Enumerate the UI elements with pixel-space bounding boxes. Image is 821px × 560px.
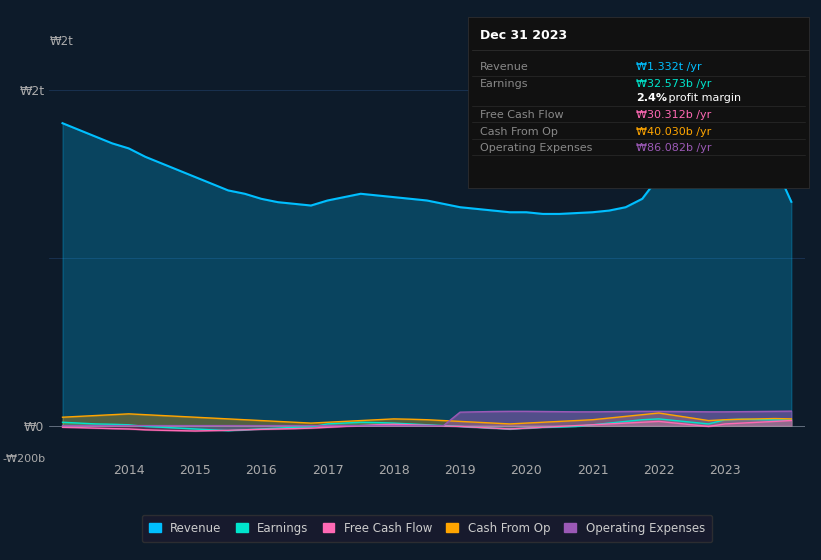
Text: Revenue: Revenue <box>480 62 529 72</box>
Text: Operating Expenses: Operating Expenses <box>480 143 593 153</box>
Text: ₩32.573b /yr: ₩32.573b /yr <box>636 79 712 89</box>
Text: ₩30.312b /yr: ₩30.312b /yr <box>636 110 712 120</box>
Text: ₩2t: ₩2t <box>49 35 73 48</box>
Text: ₩1.332t /yr: ₩1.332t /yr <box>636 62 702 72</box>
Text: -₩200b: -₩200b <box>2 454 46 464</box>
Text: ₩40.030b /yr: ₩40.030b /yr <box>636 127 712 137</box>
Text: 2.4%: 2.4% <box>636 93 667 103</box>
Legend: Revenue, Earnings, Free Cash Flow, Cash From Op, Operating Expenses: Revenue, Earnings, Free Cash Flow, Cash … <box>142 515 712 542</box>
Text: Cash From Op: Cash From Op <box>480 127 558 137</box>
Text: Dec 31 2023: Dec 31 2023 <box>480 29 567 42</box>
Text: Free Cash Flow: Free Cash Flow <box>480 110 564 120</box>
Text: Earnings: Earnings <box>480 79 529 89</box>
Text: ₩86.082b /yr: ₩86.082b /yr <box>636 143 712 153</box>
Text: profit margin: profit margin <box>665 93 741 103</box>
